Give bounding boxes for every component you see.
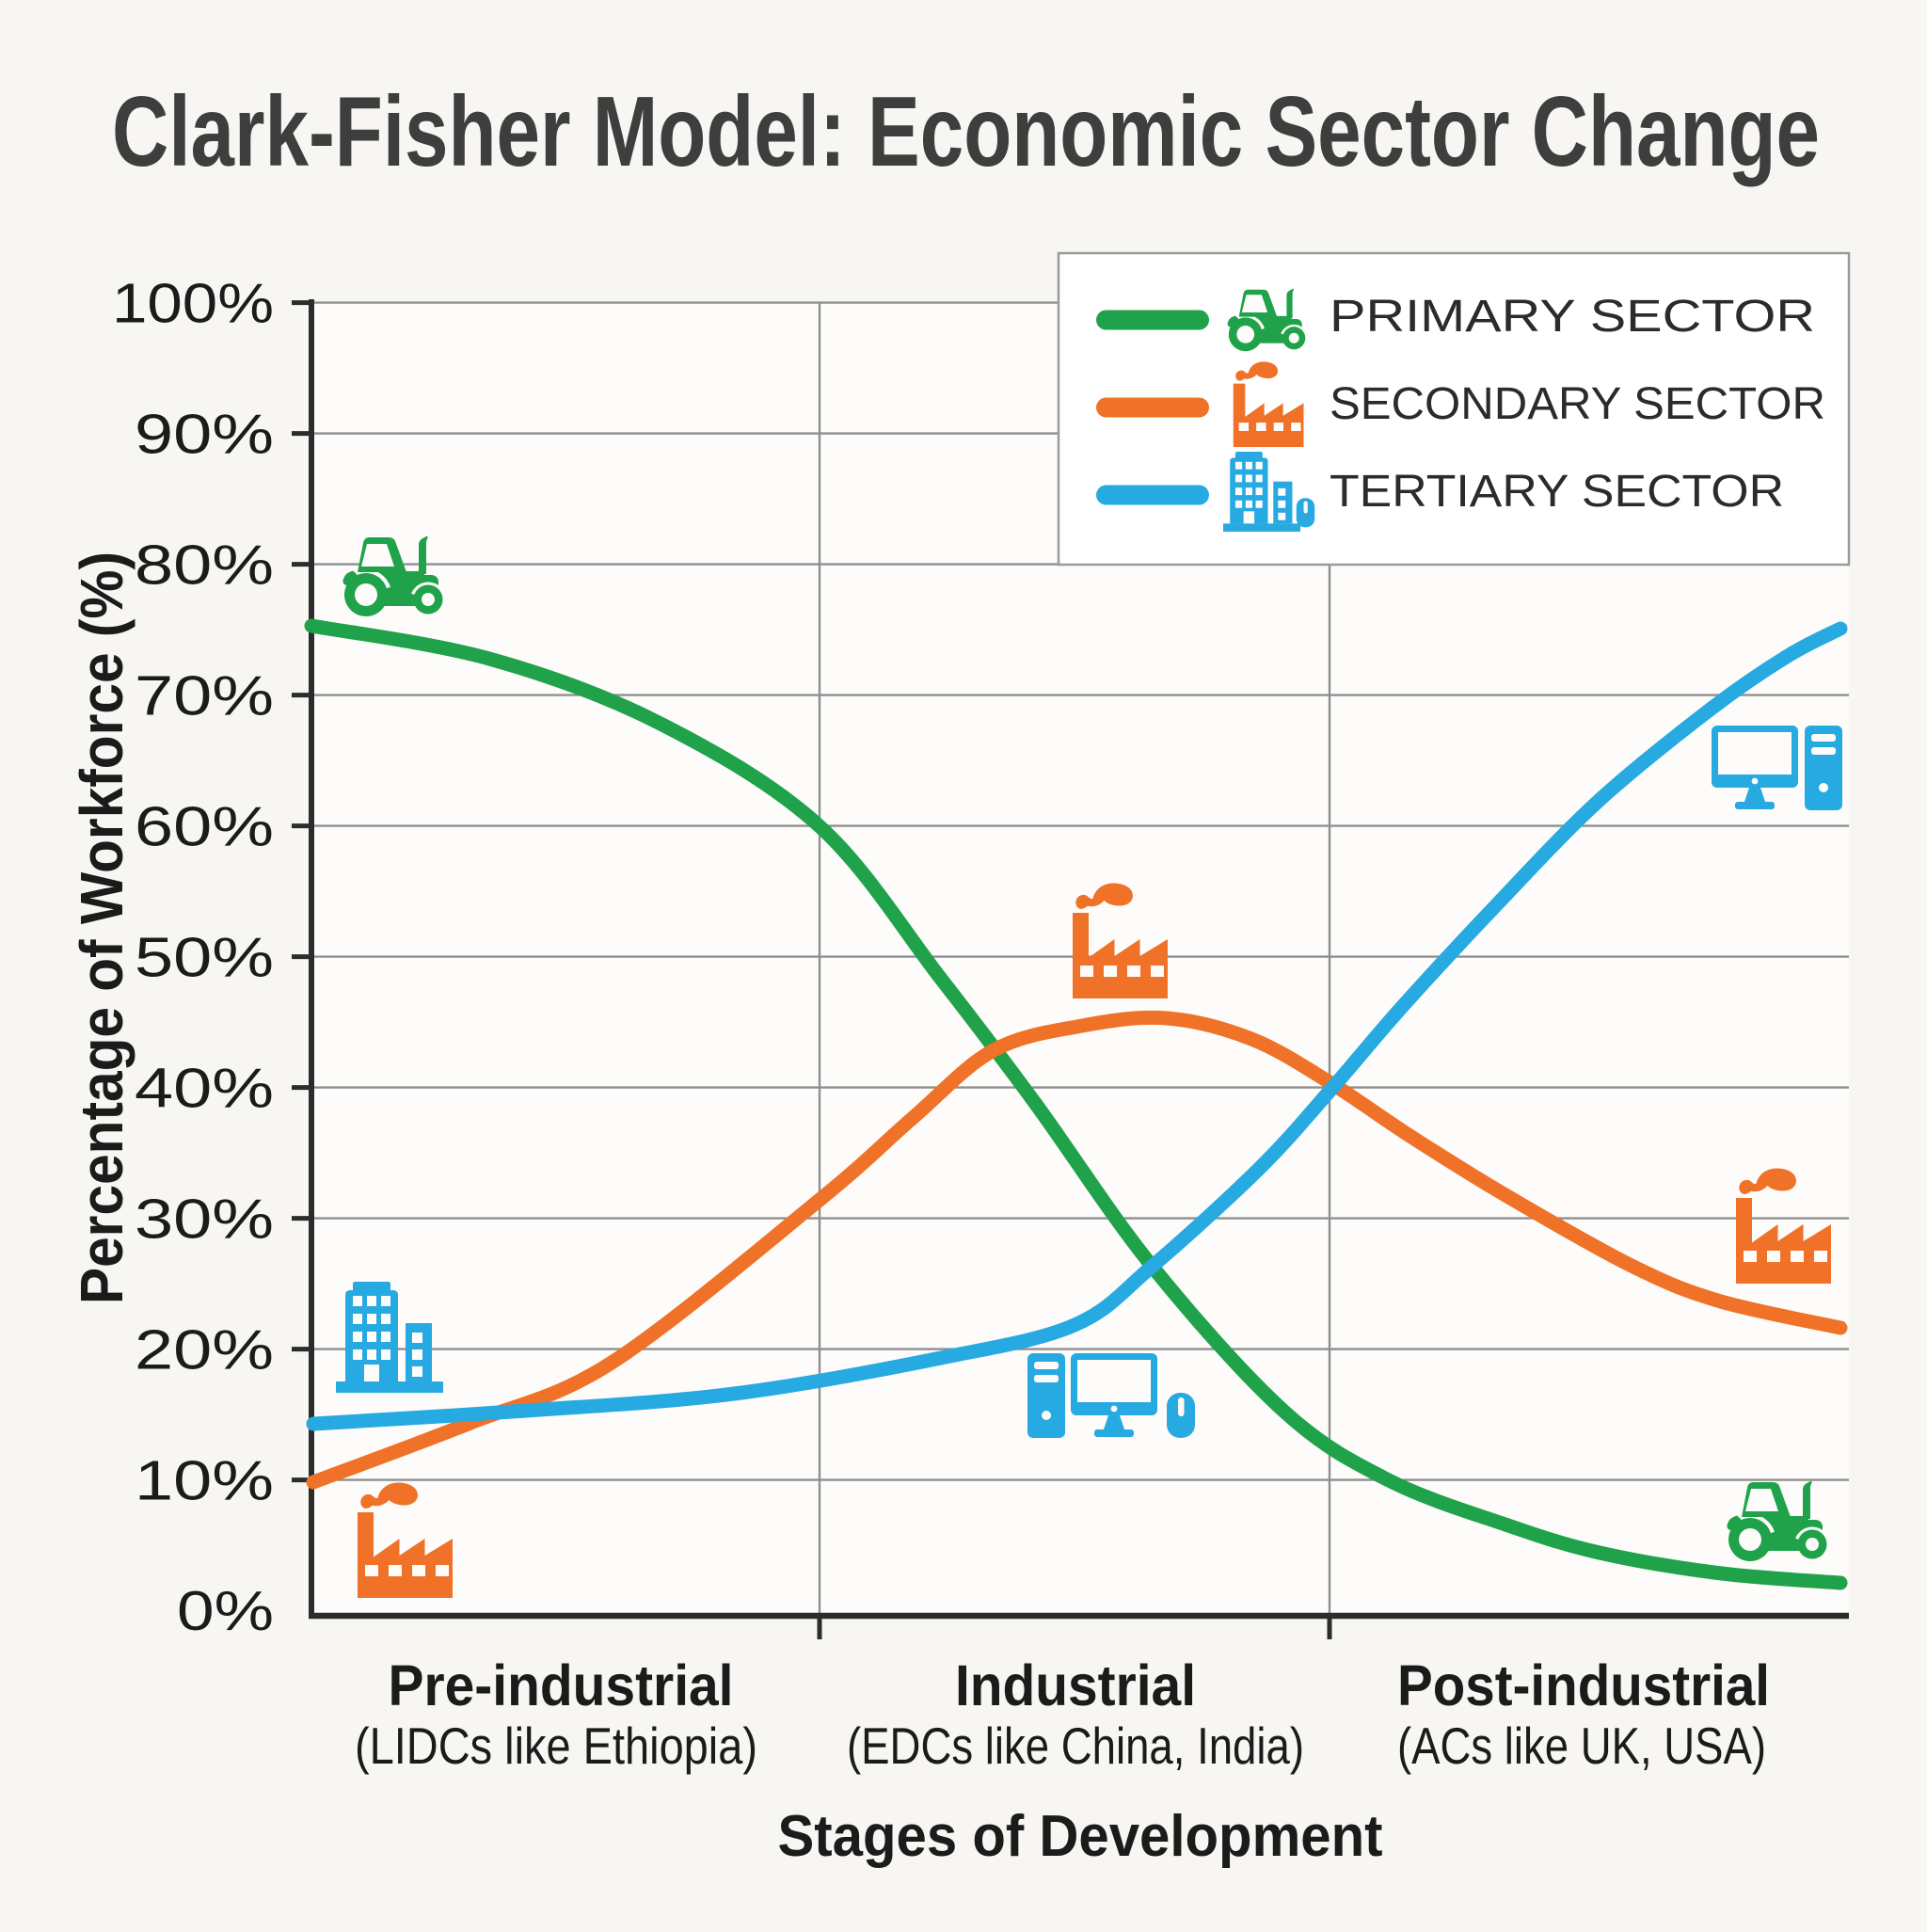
- svg-text:50%: 50%: [135, 927, 274, 989]
- svg-text:TERTIARY SECTOR: TERTIARY SECTOR: [1330, 467, 1784, 517]
- svg-text:100%: 100%: [112, 273, 274, 335]
- svg-text:40%: 40%: [135, 1058, 274, 1120]
- svg-text:SECONDARY SECTOR: SECONDARY SECTOR: [1330, 379, 1825, 429]
- svg-text:Stages of Development: Stages of Development: [778, 1804, 1383, 1869]
- svg-text:PRIMARY SECTOR: PRIMARY SECTOR: [1330, 292, 1815, 342]
- svg-text:20%: 20%: [135, 1319, 274, 1381]
- svg-text:Pre-industrial: Pre-industrial: [389, 1653, 734, 1717]
- svg-text:Post-industrial: Post-industrial: [1397, 1653, 1770, 1717]
- svg-text:(ACs like UK, USA): (ACs like UK, USA): [1397, 1716, 1766, 1775]
- svg-text:90%: 90%: [135, 404, 274, 466]
- svg-text:70%: 70%: [135, 665, 274, 727]
- svg-text:10%: 10%: [135, 1450, 274, 1512]
- svg-text:30%: 30%: [135, 1189, 274, 1251]
- svg-text:Percentage of Workforce (%): Percentage of Workforce (%): [68, 551, 135, 1304]
- svg-text:Clark-Fisher Model: Economic S: Clark-Fisher Model: Economic Sector Chan…: [112, 76, 1820, 187]
- svg-text:(EDCs like China, India): (EDCs like China, India): [847, 1716, 1304, 1775]
- svg-text:80%: 80%: [135, 535, 274, 597]
- svg-text:0%: 0%: [177, 1580, 274, 1642]
- svg-text:Industrial: Industrial: [955, 1653, 1196, 1717]
- svg-text:(LIDCs like Ethiopia): (LIDCs like Ethiopia): [355, 1716, 757, 1775]
- svg-text:60%: 60%: [135, 796, 274, 858]
